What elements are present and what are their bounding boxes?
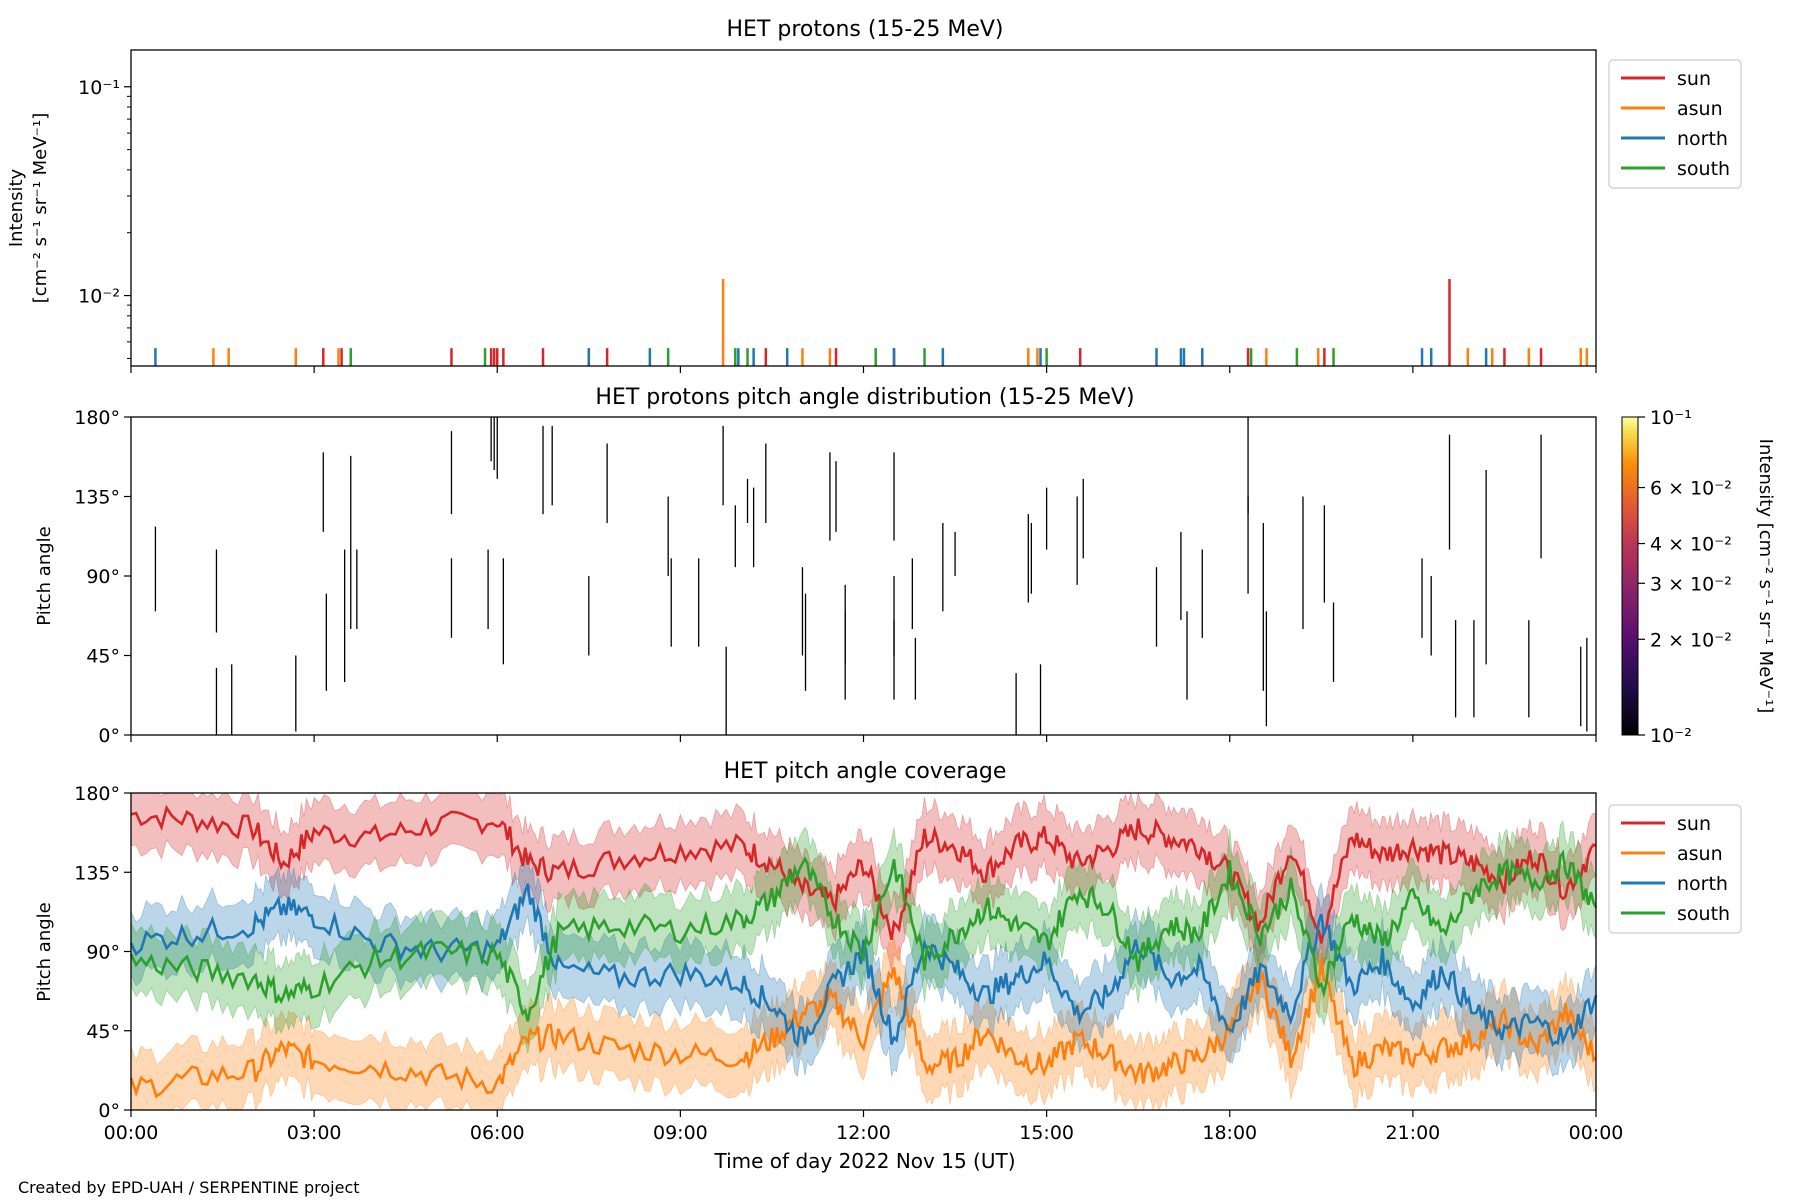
coverage-line-sun xyxy=(130,804,1597,944)
legend-label-north: north xyxy=(1677,873,1728,895)
intensity-panel: HET protons (15-25 MeV) 10⁻¹ 10⁻² Intensi… xyxy=(6,17,1742,373)
panel1-x-ticks xyxy=(130,366,1597,373)
colorbar-tick-label: 2 × 10⁻² xyxy=(1650,629,1732,651)
footer-credit: Created by EPD-UAH / SERPENTINE project xyxy=(18,1178,360,1197)
colorbar-tick-label: 3 × 10⁻² xyxy=(1650,573,1732,595)
legend-label-sun: sun xyxy=(1677,68,1711,90)
legend-box xyxy=(1608,804,1742,934)
panel3-x-axis: 00:00 03:00 06:00 09:00 12:00 15:00 18:00 21:00… xyxy=(104,1110,1624,1144)
x-tick-label: 12:00 xyxy=(836,1122,891,1144)
y-tick-label: 10⁻² xyxy=(78,286,120,308)
panel2-x-ticks xyxy=(130,735,1597,742)
panel1-legend: sun asun north south xyxy=(1608,59,1742,189)
pitch-angle-distribution-panel: HET protons pitch angle distribution (15… xyxy=(34,385,1776,747)
y-tick-label: 180° xyxy=(74,783,120,805)
panel3-title: HET pitch angle coverage xyxy=(724,759,1007,784)
panel2-ylabel: Pitch angle xyxy=(34,526,55,625)
y-tick-label: 0° xyxy=(98,1100,120,1122)
y-tick-label: 135° xyxy=(74,487,120,509)
colorbar-tick-label: 4 × 10⁻² xyxy=(1650,534,1732,556)
y-tick-label: 45° xyxy=(86,1021,120,1043)
x-tick-label: 06:00 xyxy=(470,1122,525,1144)
x-tick-label: 18:00 xyxy=(1202,1122,1257,1144)
colorbar-tick-label: 6 × 10⁻² xyxy=(1650,478,1732,500)
colorbar-ticks: 10⁻¹ 6 × 10⁻² 4 × 10⁻² 3 × 10⁻² 2 × 10⁻² 10⁻² xyxy=(1638,407,1732,747)
x-tick-label: 21:00 xyxy=(1385,1122,1440,1144)
y-tick-label: 90° xyxy=(86,566,120,588)
distribution-marks xyxy=(154,417,1588,735)
x-axis-label: Time of day 2022 Nov 15 (UT) xyxy=(714,1149,1016,1173)
pitch-angle-coverage-panel: HET pitch angle coverage 0° 45° 90° 135° 180… xyxy=(34,759,1742,1144)
coverage-line-asun xyxy=(129,957,1597,1099)
panel2-title: HET protons pitch angle distribution (15… xyxy=(595,385,1134,410)
y-tick-label: 135° xyxy=(74,862,120,884)
x-tick-label: 15:00 xyxy=(1019,1122,1074,1144)
coverage-lines xyxy=(129,804,1598,1099)
y-tick-label: 0° xyxy=(98,725,120,747)
panel1-y-axis: 10⁻¹ 10⁻² xyxy=(78,77,131,359)
x-tick-label: 00:00 xyxy=(1569,1122,1624,1144)
panel3-legend: sun asun north south xyxy=(1608,804,1742,934)
legend-label-asun: asun xyxy=(1677,843,1723,865)
panel3-ylabel: Pitch angle xyxy=(34,902,55,1001)
x-tick-label: 09:00 xyxy=(653,1122,708,1144)
coverage-line-north xyxy=(129,883,1598,1048)
y-tick-label: 90° xyxy=(86,942,120,964)
legend-label-south: south xyxy=(1677,903,1730,925)
panel1-title: HET protons (15-25 MeV) xyxy=(727,17,1004,42)
panel1-ylabel-line2: [cm⁻² s⁻¹ sr⁻¹ MeV⁻¹] xyxy=(30,113,51,304)
coverage-line-south xyxy=(129,849,1598,1022)
y-tick-label: 45° xyxy=(86,646,120,668)
colorbar-label: Intensity [cm⁻² s⁻¹ sr⁻¹ MeV⁻¹] xyxy=(1755,439,1776,714)
intensity-spikes xyxy=(154,279,1589,366)
legend-box xyxy=(1608,59,1742,189)
panel1-ylabel-line1: Intensity xyxy=(6,168,27,247)
colorbar: 10⁻¹ 6 × 10⁻² 4 × 10⁻² 3 × 10⁻² 2 × 10⁻² 10⁻²… xyxy=(1621,407,1776,747)
x-tick-label: 03:00 xyxy=(287,1122,342,1144)
panel3-y-axis: 0° 45° 90° 135° 180° xyxy=(74,783,131,1122)
y-tick-label: 180° xyxy=(74,407,120,429)
legend-label-sun: sun xyxy=(1677,813,1711,835)
legend-label-south: south xyxy=(1677,158,1730,180)
colorbar-tick-label: 10⁻² xyxy=(1650,725,1692,747)
legend-label-north: north xyxy=(1677,128,1728,150)
x-tick-label: 00:00 xyxy=(104,1122,159,1144)
panel1-frame xyxy=(130,49,1597,367)
y-tick-label: 10⁻¹ xyxy=(78,77,120,99)
colorbar-tick-label: 10⁻¹ xyxy=(1650,407,1692,429)
legend-label-asun: asun xyxy=(1677,98,1723,120)
panel2-y-axis: 0° 45° 90° 135° 180° xyxy=(74,407,131,747)
colorbar-gradient xyxy=(1621,416,1639,736)
